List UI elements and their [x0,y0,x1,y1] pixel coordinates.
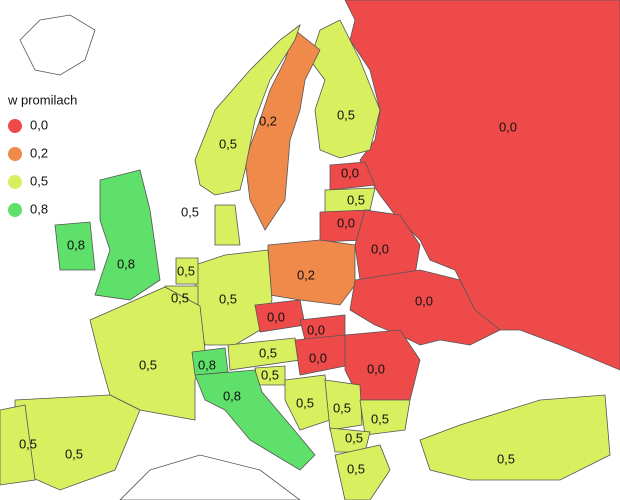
region-label: 0,0 [307,322,325,337]
region-label: 0,5 [261,367,279,382]
region-label: 0,0 [371,241,389,256]
country [309,19,381,159]
region-label: 0,5 [347,461,365,476]
iceland [19,14,96,76]
region-label: 0,5 [171,290,189,305]
country [267,239,356,306]
region-label: 0,0 [309,350,327,365]
country [0,404,36,486]
country [214,204,241,246]
country [94,169,161,301]
country [349,269,501,346]
legend-swatch [8,203,22,217]
region-label: 0,5 [333,400,351,415]
legend-swatch [8,119,22,133]
country [89,286,206,421]
africa [119,454,301,500]
region-label: 0,0 [367,361,385,376]
region-label: 0,2 [259,113,277,128]
region-label: 0,0 [267,309,285,324]
region-label: 0,5 [347,192,365,207]
region-label: 0,5 [65,446,83,461]
country [194,369,316,471]
country [284,374,331,431]
country [419,394,611,481]
region-label: 0,5 [139,357,157,372]
region-label: 0,8 [223,388,241,403]
region-label: 0,8 [67,237,85,252]
country [54,221,96,271]
country [334,444,391,500]
region-label: 0,5 [345,430,363,445]
legend-label: 0,2 [30,145,48,160]
region-label: 0,5 [497,451,515,466]
region-label: 0,2 [297,267,315,282]
legend-swatch [8,175,22,189]
country [359,399,411,436]
region-label: 0,0 [337,215,355,230]
country [324,379,363,431]
legend: w promilach 0,0 0,2 0,5 0,8 [7,92,77,217]
region-labels: 0,0 0,5 0,2 0,5 0,0 0,5 0,0 0,0 0,2 0,0 0,5 0,5 0,8 0… [19,107,517,476]
region-label: 0,5 [337,107,355,122]
country [329,161,376,191]
region-label: 0,5 [219,136,237,151]
region-label: 0,5 [177,263,195,278]
region-label: 0,0 [415,293,433,308]
region-label: 0,5 [219,291,237,306]
legend-swatch [8,147,22,161]
legend-title: w promilach [7,92,77,107]
country [175,257,199,285]
region-label: 0,5 [259,345,277,360]
region-label: 0,5 [181,204,199,219]
region-label: 0,0 [499,119,517,134]
region-label: 0,8 [117,256,135,271]
legend-label: 0,5 [30,173,48,188]
country [244,29,321,231]
region-label: 0,5 [19,436,37,451]
region-label: 0,8 [198,357,216,372]
region-label: 0,5 [296,395,314,410]
region-label: 0,5 [371,411,389,426]
country [194,23,301,196]
region-label: 0,0 [341,165,359,180]
legend-label: 0,8 [30,201,48,216]
legend-label: 0,0 [30,117,48,132]
